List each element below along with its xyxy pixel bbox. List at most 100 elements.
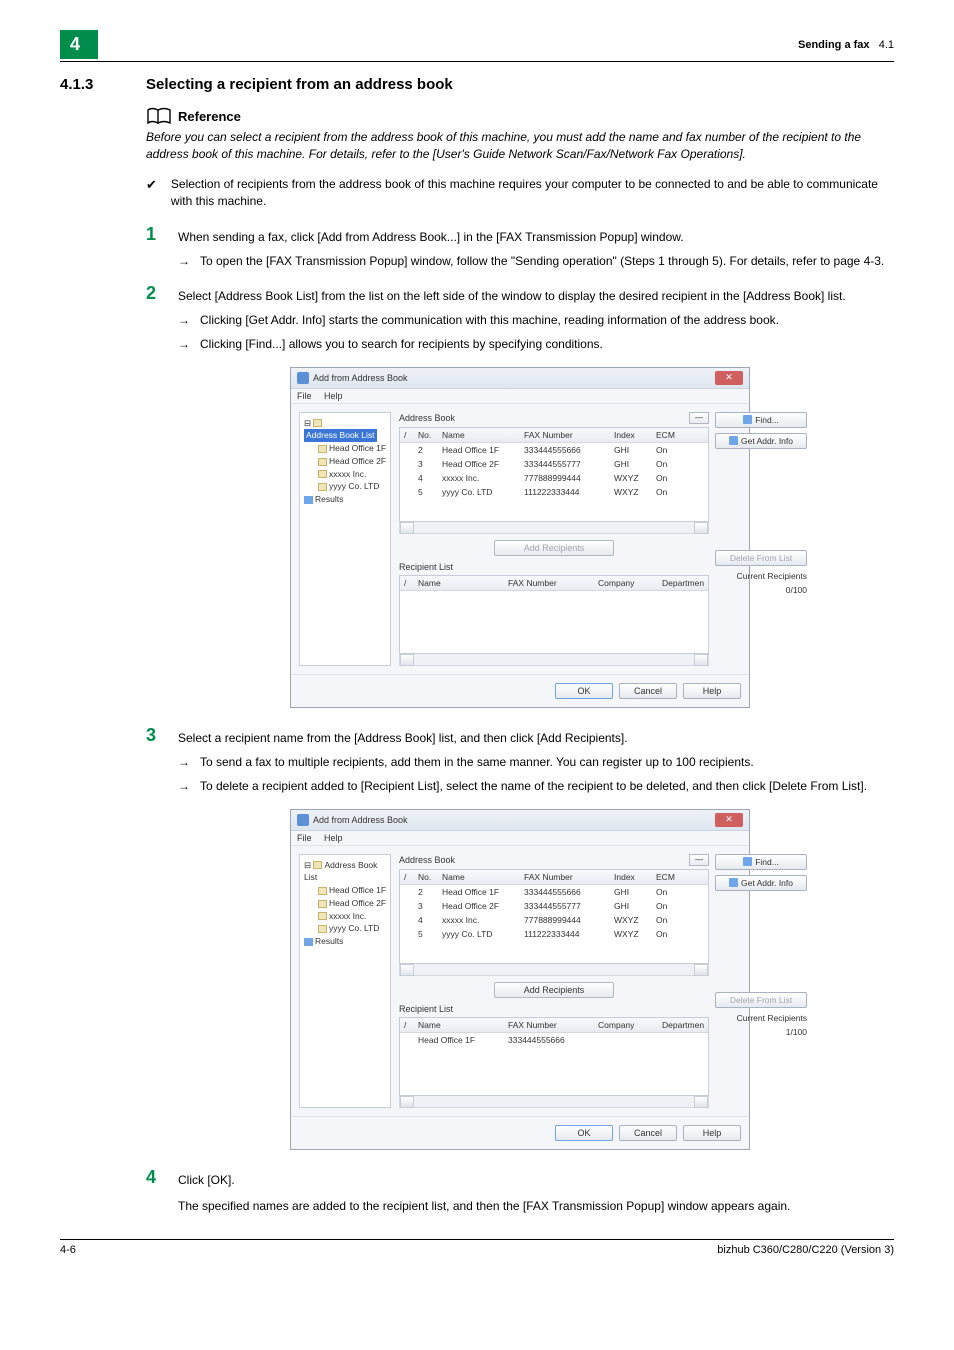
tree-item[interactable]: xxxxx Inc. (304, 910, 386, 923)
arrow-icon: → (178, 311, 190, 329)
close-icon[interactable]: ✕ (715, 813, 743, 827)
menu-help[interactable]: Help (324, 391, 343, 401)
app-icon (297, 372, 309, 384)
tree-root[interactable]: Address Book List (304, 429, 377, 442)
dialog-title: Add from Address Book (313, 815, 408, 825)
section-number: 4.1.3 (60, 76, 146, 93)
scrollbar[interactable] (399, 964, 709, 976)
table-row[interactable]: 5yyyy Co. LTD111222333444WXYZOn (400, 485, 708, 499)
close-icon[interactable]: ✕ (715, 371, 743, 385)
dialog-add-from-address-book-2: Add from Address Book ✕ File Help ⊟ Addr… (290, 809, 750, 1150)
page-number: 4-6 (60, 1244, 76, 1256)
address-tree[interactable]: ⊟ Address Book List Head Office 1F Head … (299, 854, 391, 1108)
address-book-label: Address Book (399, 413, 455, 423)
ok-button[interactable]: OK (555, 683, 613, 699)
step-3-sub-1: To send a fax to multiple recipients, ad… (200, 753, 754, 771)
step-number-4: 4 (146, 1168, 164, 1189)
recipient-list[interactable]: / Name FAX Number Company Departmen Head… (399, 1017, 709, 1096)
menu-file[interactable]: File (297, 833, 312, 843)
tree-item[interactable]: yyyy Co. LTD (304, 480, 386, 493)
col-header: Departmen (658, 1018, 708, 1032)
col-header: / (400, 870, 414, 884)
find-button[interactable]: Find... (715, 412, 807, 428)
reference-text: Before you can select a recipient from t… (146, 129, 894, 164)
address-book-list[interactable]: / No. Name FAX Number Index ECM 2Head Of… (399, 427, 709, 522)
tree-item[interactable]: yyyy Co. LTD (304, 922, 386, 935)
step-text-4: Click [OK]. (178, 1168, 235, 1189)
address-book-label: Address Book (399, 855, 455, 865)
get-addr-info-button[interactable]: Get Addr. Info (715, 433, 807, 449)
scrollbar[interactable] (399, 522, 709, 534)
menu-file[interactable]: File (297, 391, 312, 401)
collapse-button[interactable]: — (689, 854, 709, 866)
table-row[interactable]: Head Office 1F333444555666 (400, 1033, 708, 1047)
current-recipients-label: Current Recipients (715, 571, 807, 581)
dialog-menu: File Help (291, 831, 749, 846)
scrollbar[interactable] (399, 654, 709, 666)
tree-item[interactable]: xxxxx Inc. (304, 468, 386, 481)
col-header: ECM (652, 870, 686, 884)
delete-from-list-button[interactable]: Delete From List (715, 992, 807, 1008)
dialog-add-from-address-book: Add from Address Book ✕ File Help ⊟ Addr… (290, 367, 750, 708)
table-row[interactable]: 2Head Office 1F333444555666GHIOn (400, 443, 708, 457)
footer-model: bizhub C360/C280/C220 (Version 3) (717, 1244, 894, 1256)
col-header: Name (438, 870, 520, 884)
tree-results[interactable]: Results (304, 935, 386, 948)
recipient-list[interactable]: / Name FAX Number Company Departmen (399, 575, 709, 654)
cancel-button[interactable]: Cancel (619, 683, 677, 699)
step-text-2: Select [Address Book List] from the list… (178, 284, 846, 305)
help-button[interactable]: Help (683, 683, 741, 699)
col-header: ECM (652, 428, 686, 442)
ok-button[interactable]: OK (555, 1125, 613, 1141)
step-text-1: When sending a fax, click [Add from Addr… (178, 225, 684, 246)
step-2-sub-2: Clicking [Find...] allows you to search … (200, 335, 603, 353)
col-header: Company (594, 576, 658, 590)
col-header: Name (414, 576, 504, 590)
step-2-sub-1: Clicking [Get Addr. Info] starts the com… (200, 311, 779, 329)
tree-results[interactable]: Results (304, 493, 386, 506)
arrow-icon: → (178, 252, 190, 270)
cancel-button[interactable]: Cancel (619, 1125, 677, 1141)
section-title: Selecting a recipient from an address bo… (146, 76, 453, 93)
chapter-tab: 4 (60, 30, 98, 59)
col-header: / (400, 428, 414, 442)
tree-item[interactable]: Head Office 1F (304, 442, 386, 455)
step-number-1: 1 (146, 225, 164, 246)
table-row[interactable]: 5yyyy Co. LTD111222333444WXYZOn (400, 927, 708, 941)
address-tree[interactable]: ⊟ Address Book List Head Office 1F Head … (299, 412, 391, 666)
tree-item[interactable]: Head Office 2F (304, 897, 386, 910)
delete-from-list-button[interactable]: Delete From List (715, 550, 807, 566)
step-number-3: 3 (146, 726, 164, 747)
table-row[interactable]: 3Head Office 2F333444555777GHIOn (400, 899, 708, 913)
get-addr-info-button[interactable]: Get Addr. Info (715, 875, 807, 891)
recipient-count: 1/100 (715, 1027, 807, 1037)
table-row[interactable]: 2Head Office 1F333444555666GHIOn (400, 885, 708, 899)
help-button[interactable]: Help (683, 1125, 741, 1141)
find-button[interactable]: Find... (715, 854, 807, 870)
menu-help[interactable]: Help (324, 833, 343, 843)
step-number-2: 2 (146, 284, 164, 305)
dialog-title: Add from Address Book (313, 373, 408, 383)
check-icon: ✔ (146, 176, 157, 211)
add-recipients-button[interactable]: Add Recipients (494, 540, 614, 556)
address-book-list[interactable]: / No. Name FAX Number Index ECM 2Head Of… (399, 869, 709, 964)
scrollbar[interactable] (399, 1096, 709, 1108)
recipient-list-label: Recipient List (399, 1004, 453, 1014)
table-row[interactable]: 3Head Office 2F333444555777GHIOn (400, 457, 708, 471)
search-icon (743, 415, 752, 424)
dialog-titlebar: Add from Address Book ✕ (291, 368, 749, 389)
collapse-button[interactable]: — (689, 412, 709, 424)
col-header: Name (414, 1018, 504, 1032)
current-recipients-label: Current Recipients (715, 1013, 807, 1023)
col-header: No. (414, 428, 438, 442)
table-row[interactable]: 4xxxxx Inc.777888999444WXYZOn (400, 471, 708, 485)
step-1-sub-1: To open the [FAX Transmission Popup] win… (200, 252, 884, 270)
add-recipients-button[interactable]: Add Recipients (494, 982, 614, 998)
tree-item[interactable]: Head Office 1F (304, 884, 386, 897)
col-header: / (400, 1018, 414, 1032)
col-header: Index (610, 428, 652, 442)
tree-item[interactable]: Head Office 2F (304, 455, 386, 468)
col-header: / (400, 576, 414, 590)
table-row[interactable]: 4xxxxx Inc.777888999444WXYZOn (400, 913, 708, 927)
col-header: Name (438, 428, 520, 442)
